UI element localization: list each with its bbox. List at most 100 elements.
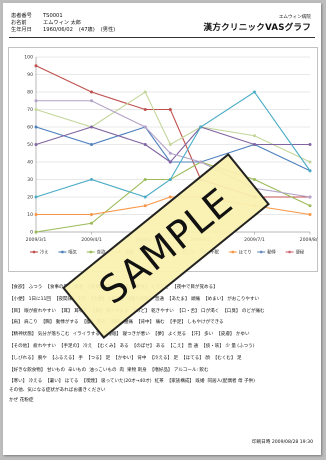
questionnaire-item: 【ふるえる】 手 bbox=[49, 355, 83, 361]
y-tick-label: 10 bbox=[27, 212, 33, 218]
data-point bbox=[168, 108, 172, 111]
questionnaire-item: 【口・舌】 口が渇く bbox=[176, 308, 220, 314]
data-point bbox=[143, 143, 147, 146]
data-point bbox=[143, 204, 147, 208]
questionnaire-item: 【夜中で目が覚める】 bbox=[172, 285, 218, 290]
questionnaire-item: 【その他】 疲れやすい bbox=[9, 343, 56, 349]
document-page: 患者番号 TS0001 お名前 エムウィン 太郎 生年月日 1960/06/02… bbox=[3, 3, 321, 455]
questionnaire-item: 【目】 眼が疲れやすい bbox=[9, 308, 56, 314]
questionnaire-line: 【肩】 肩こり【胸】 動悸がする【腹】 張る【腰】 腰痛【背中】 痛む【手足】 … bbox=[9, 317, 315, 329]
questionnaire-section: 【食欲】 ふつう【食事の量】 普通【食事時間】 不規則【間食】 ときどき【夜中で… bbox=[9, 282, 315, 388]
questionnaire-item: 【胸】 動悸がする bbox=[40, 320, 79, 326]
data-point bbox=[168, 178, 172, 181]
questionnaire-item: 【口臭】 のどが痛む bbox=[222, 308, 265, 314]
patient-info: 患者番号 TS0001 お名前 エムウィン 太郎 生年月日 1960/06/02… bbox=[11, 13, 115, 34]
document-header: エムウィン病院 漢方クリニックVASグラフ bbox=[204, 14, 311, 33]
questionnaire-item: 【のぼせ】 ある bbox=[131, 343, 165, 349]
notes-label: その他、気になる症状があればお書きください bbox=[9, 388, 106, 393]
questionnaire-item: 【暑い】 ほてる bbox=[45, 379, 79, 385]
data-point bbox=[34, 143, 38, 146]
questionnaire-item: 【あたま】 頭痛 bbox=[166, 296, 201, 302]
birthdate-row: 生年月日 1960/06/02 (47歳) (男性) bbox=[11, 27, 115, 34]
y-tick-label: 30 bbox=[27, 177, 33, 183]
questionnaire-item: 【夜間尿】 1回 bbox=[53, 296, 86, 302]
data-point bbox=[308, 169, 312, 173]
questionnaire-item: 【汗】 多い bbox=[189, 332, 214, 338]
y-tick-label: 20 bbox=[27, 195, 33, 201]
data-point bbox=[143, 178, 147, 181]
questionnaire-item: 【手足】 しもやけができる bbox=[167, 320, 224, 326]
questionnaire-item: 【背中】 痛む bbox=[135, 320, 165, 326]
birthdate: 1960/06/02 bbox=[43, 27, 73, 33]
y-tick-label: 100 bbox=[24, 55, 33, 61]
questionnaire-item: 【精神状態】 気分が落ちこむ bbox=[9, 332, 70, 338]
questionnaire-item: イライラする bbox=[72, 332, 100, 338]
y-tick-label: 70 bbox=[27, 107, 33, 113]
patient-name-row: お名前 エムウィン 太郎 bbox=[11, 20, 115, 27]
data-point bbox=[143, 90, 147, 94]
questionnaire-item: 【肩】 肩こり bbox=[9, 320, 38, 326]
patient-name-label: お名前 bbox=[11, 20, 27, 26]
data-point bbox=[34, 230, 38, 234]
data-point bbox=[90, 125, 94, 129]
questionnaire-item: 紅茶 bbox=[154, 379, 164, 385]
data-point bbox=[34, 64, 38, 68]
questionnaire-item: 【むくみ】 ある bbox=[95, 343, 129, 349]
questionnaire-item: 【嗜好品】 アルコール: 飲む bbox=[149, 367, 209, 373]
questionnaire-line: 【しびれる】 腕や 【ふるえる】 手【つる】 足【かゆい】 背中 【冷える】 足【ほ… bbox=[9, 353, 315, 365]
age: (47歳) bbox=[78, 27, 95, 33]
data-point bbox=[199, 125, 203, 129]
questionnaire-item: 【のど】 乾きやすい bbox=[131, 308, 174, 314]
questionnaire-item: 油っこいもの bbox=[89, 367, 117, 373]
data-point bbox=[252, 134, 256, 138]
questionnaire-item: 【冷える】 足 bbox=[149, 355, 179, 361]
y-tick-label: 80 bbox=[27, 90, 33, 96]
legend-marker bbox=[32, 250, 36, 254]
questionnaire-item: 【寒い】 冷える bbox=[9, 379, 43, 385]
data-point bbox=[90, 90, 94, 94]
data-point bbox=[143, 195, 147, 199]
data-point bbox=[308, 213, 312, 216]
data-point bbox=[90, 213, 94, 216]
questionnaire-item: 【喫煙】 吸っていた(20才→40才) bbox=[81, 379, 152, 385]
patient-number-row: 患者番号 TS0001 bbox=[11, 13, 115, 20]
questionnaire-item: 【かゆい】 背中 bbox=[113, 355, 147, 361]
data-point bbox=[34, 213, 38, 216]
x-tick-label: 2009/3/1 bbox=[26, 237, 47, 243]
questionnaire-item: 【めまい】 がおこりやすい bbox=[203, 296, 260, 302]
y-tick-label: 50 bbox=[27, 142, 33, 148]
y-tick-label: 0 bbox=[30, 230, 33, 236]
data-point bbox=[90, 99, 94, 103]
legend-label: ほてり bbox=[239, 250, 252, 256]
data-point bbox=[34, 125, 38, 129]
legend-label: 冷え bbox=[40, 249, 49, 256]
legend-label: 嘔気 bbox=[68, 249, 77, 256]
questionnaire-item: 【ほてる】 顔 bbox=[181, 355, 210, 361]
data-point bbox=[252, 90, 256, 94]
questionnaire-item: 【耳】 耳鳴り bbox=[58, 308, 88, 314]
legend-marker bbox=[288, 250, 291, 254]
questionnaire-item: 肉 bbox=[119, 367, 125, 373]
questionnaire-line: 【その他】 疲れやすい 【手足の】 冷え 【むくみ】 ある 【のぼせ】 ある 【こえ】 … bbox=[9, 341, 315, 353]
data-point bbox=[34, 99, 38, 103]
hospital-name: エムウィン病院 bbox=[278, 15, 311, 20]
y-tick-label: 40 bbox=[27, 160, 33, 166]
x-tick-label: 2009/4/1 bbox=[81, 237, 102, 243]
notes-value: かぜ 花粉症 bbox=[9, 398, 34, 403]
questionnaire-item: 【夢】 よく見る bbox=[152, 332, 187, 338]
sex: (男性) bbox=[100, 27, 116, 33]
data-point bbox=[308, 143, 312, 146]
questionnaire-item: 【しびれる】 腕や bbox=[9, 355, 47, 361]
document-title: 漢方クリニックVASグラフ bbox=[203, 23, 311, 33]
print-date: 印刷日時 2009/08/28 19:30 bbox=[251, 440, 313, 445]
y-tick-label: 90 bbox=[27, 72, 33, 78]
questionnaire-line: 【精神状態】 気分が落ちこむ イライラする 【睡眠】 寝つきが悪い 【夢】 よく見る【… bbox=[9, 329, 315, 341]
data-point bbox=[308, 160, 312, 164]
legend-label: 動悸 bbox=[267, 249, 276, 256]
data-point bbox=[199, 160, 203, 164]
data-point bbox=[168, 151, 172, 155]
data-point bbox=[308, 195, 312, 199]
data-point bbox=[90, 221, 94, 225]
questionnaire-item: 【食欲】 ふつう bbox=[9, 285, 43, 290]
questionnaire-item: 【むくむ】 足 bbox=[212, 355, 242, 361]
